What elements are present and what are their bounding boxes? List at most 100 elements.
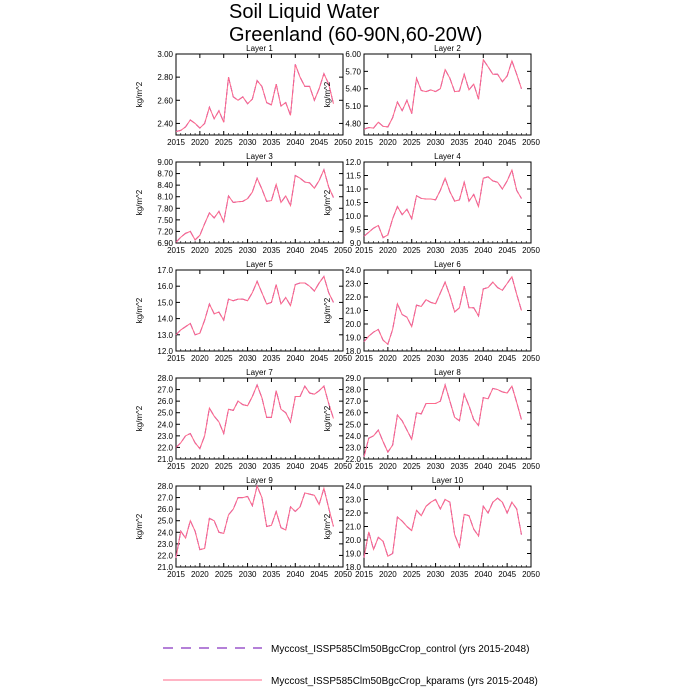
x-tick-label: 2015: [355, 354, 373, 363]
y-tick-label: 9.00: [157, 158, 173, 167]
y-tick-label: 26.0: [157, 505, 173, 514]
x-tick-label: 2025: [215, 354, 233, 363]
x-tick-label: 2050: [334, 354, 352, 363]
x-tick-label: 2025: [215, 246, 233, 255]
y-axis-label: kg/m^2: [135, 513, 144, 539]
y-tick-label: 6.90: [157, 239, 173, 248]
x-tick-label: 2035: [451, 462, 469, 471]
x-tick-label: 2030: [427, 462, 445, 471]
y-tick-label: 28.0: [345, 386, 361, 395]
y-tick-label: 11.5: [346, 172, 362, 181]
y-tick-label: 24.0: [157, 420, 173, 429]
x-tick-label: 2025: [403, 354, 421, 363]
y-tick-label: 23.0: [345, 443, 361, 452]
plot-frame: [175, 161, 344, 244]
series-line-kparams: [175, 383, 334, 450]
plot-frame: [363, 53, 532, 136]
y-tick-label: 25.0: [345, 420, 361, 429]
y-tick-label: 24.0: [157, 528, 173, 537]
y-tick-label: 21.0: [345, 307, 361, 316]
y-tick-label: 25.0: [157, 409, 173, 418]
series-line-kparams: [363, 275, 522, 346]
y-tick-label: 27.0: [157, 494, 173, 503]
y-tick-label: 17.0: [157, 266, 173, 275]
x-tick-label: 2030: [239, 354, 257, 363]
x-tick-label: 2020: [191, 138, 209, 147]
x-tick-label: 2045: [310, 570, 328, 579]
x-tick-label: 2040: [474, 138, 492, 147]
panel-title: Layer 2: [434, 44, 461, 53]
panel-title: Layer 10: [432, 476, 464, 485]
y-tick-label: 27.0: [157, 386, 173, 395]
x-tick-label: 2040: [474, 462, 492, 471]
figure-title-line1: Soil Liquid Water: [229, 1, 380, 23]
y-tick-label: 19.0: [345, 550, 361, 559]
x-tick-label: 2025: [215, 570, 233, 579]
x-tick-label: 2020: [191, 246, 209, 255]
series-line-control: [363, 497, 522, 558]
y-tick-label: 6.00: [345, 50, 361, 59]
panel-title: Layer 4: [434, 152, 461, 161]
x-tick-label: 2035: [451, 570, 469, 579]
y-tick-label: 23.0: [157, 540, 173, 549]
x-tick-label: 2035: [451, 138, 469, 147]
y-tick-label: 7.20: [157, 227, 173, 236]
plot-frame: [175, 485, 344, 568]
x-tick-label: 2040: [286, 354, 304, 363]
y-tick-label: 11.0: [346, 185, 362, 194]
x-tick-label: 2030: [239, 246, 257, 255]
x-tick-label: 2045: [310, 462, 328, 471]
plot-frame: [363, 269, 532, 352]
y-tick-label: 15.0: [157, 298, 173, 307]
x-tick-label: 2045: [498, 570, 516, 579]
x-tick-label: 2020: [379, 354, 397, 363]
x-tick-label: 2045: [310, 138, 328, 147]
x-tick-label: 2025: [403, 462, 421, 471]
y-tick-label: 5.70: [345, 67, 361, 76]
panel-title: Layer 7: [246, 368, 273, 377]
panel-layer-8: Layer 8 kg/m^2 2015 2020 2025 2030 2035 2040 204…: [323, 368, 540, 471]
panel-layer-9: Layer 9 kg/m^2 2015 2020 2025 2030 2035 2040 204…: [135, 476, 352, 579]
y-axis-label: kg/m^2: [323, 297, 332, 323]
panel-layer-2: Layer 2 kg/m^2 2015 2020 2025 2030 2035 2040 204…: [323, 44, 540, 147]
series-line-kparams: [175, 64, 334, 133]
x-tick-label: 2030: [427, 354, 445, 363]
y-axis-label: kg/m^2: [135, 189, 144, 215]
x-tick-label: 2040: [286, 138, 304, 147]
y-tick-label: 18.0: [345, 563, 361, 572]
x-tick-label: 2015: [167, 354, 185, 363]
series-line-kparams: [363, 383, 522, 457]
y-tick-label: 22.0: [157, 551, 173, 560]
x-tick-label: 2040: [474, 570, 492, 579]
y-tick-label: 3.00: [157, 50, 173, 59]
y-tick-label: 9.0: [350, 239, 362, 248]
series-line-kparams: [175, 484, 334, 558]
x-tick-label: 2050: [334, 570, 352, 579]
y-tick-label: 10.0: [345, 212, 361, 221]
y-axis-label: kg/m^2: [135, 297, 144, 323]
panel-title: Layer 3: [246, 152, 273, 161]
x-tick-label: 2045: [310, 354, 328, 363]
x-tick-label: 2050: [522, 570, 540, 579]
y-tick-label: 8.70: [157, 170, 173, 179]
y-tick-label: 28.0: [157, 374, 173, 383]
panels-grid: Layer 1 kg/m^2 2015 2020 2025 2030 2035 2040 204…: [135, 44, 540, 579]
y-axis-label: kg/m^2: [323, 81, 332, 107]
x-tick-label: 2045: [498, 246, 516, 255]
y-tick-label: 10.5: [345, 199, 361, 208]
x-tick-label: 2050: [522, 354, 540, 363]
x-tick-label: 2030: [239, 138, 257, 147]
x-tick-label: 2035: [263, 138, 281, 147]
y-axis-label: kg/m^2: [135, 81, 144, 107]
x-tick-label: 2025: [215, 138, 233, 147]
y-tick-label: 16.0: [157, 282, 173, 291]
y-tick-label: 26.0: [345, 409, 361, 418]
panel-title: Layer 8: [434, 368, 461, 377]
x-tick-label: 2015: [355, 246, 373, 255]
panel-title: Layer 9: [246, 476, 273, 485]
y-tick-label: 25.0: [157, 517, 173, 526]
series-line-kparams: [363, 58, 522, 130]
x-tick-label: 2040: [286, 462, 304, 471]
y-tick-label: 24.0: [345, 482, 361, 491]
y-tick-label: 21.0: [157, 455, 173, 464]
